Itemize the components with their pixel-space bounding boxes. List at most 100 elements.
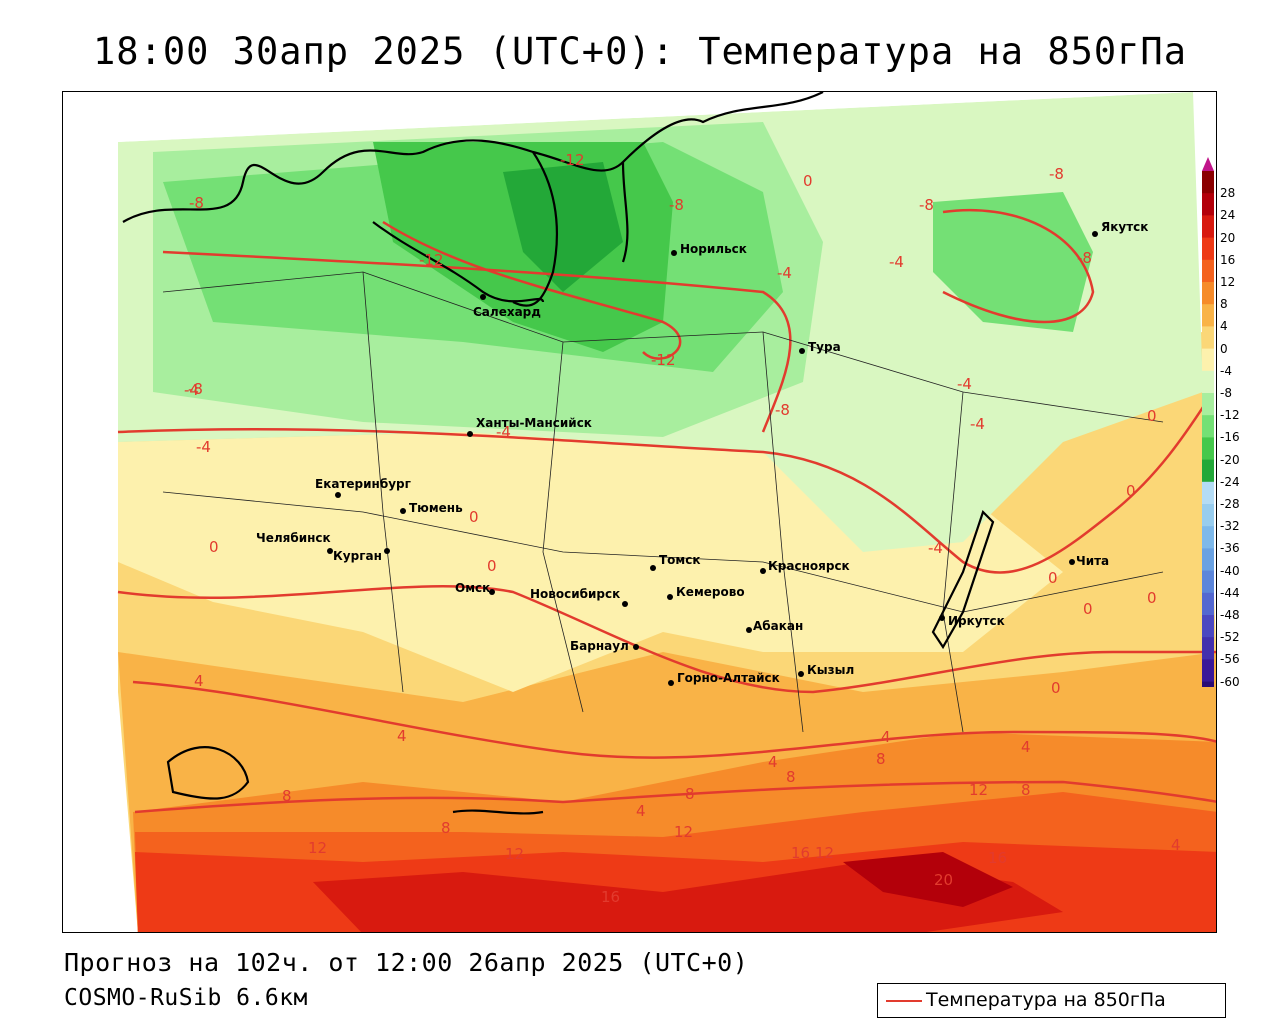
svg-text:8: 8	[685, 785, 695, 803]
scale-swatch	[1202, 526, 1214, 549]
svg-text:0: 0	[469, 508, 479, 526]
scale-tick-label: -4	[1220, 363, 1232, 378]
left-blank	[63, 142, 118, 932]
color-scale: 28 24 20 16 12 8 4 0 -4 -8 -12 -16 -20 -24 -28 -32 -36 -4…	[1200, 157, 1280, 689]
svg-text:-4: -4	[777, 264, 792, 282]
svg-text:-4: -4	[957, 375, 972, 393]
scale-swatch	[1202, 304, 1214, 327]
svg-text:8: 8	[282, 787, 292, 805]
svg-text:Барнаул: Барнаул	[570, 639, 629, 653]
svg-text:4: 4	[636, 802, 646, 820]
svg-text:Иркутск: Иркутск	[948, 614, 1005, 628]
cities: Якутск Норильск Салехард Тура Ханты-Манс…	[256, 220, 1148, 686]
scale-tick-label: 12	[1220, 275, 1236, 289]
svg-text:-4: -4	[184, 381, 199, 399]
svg-text:0: 0	[1126, 482, 1136, 500]
scale-tick-label: -36	[1220, 541, 1240, 556]
scale-swatch	[1202, 215, 1214, 239]
scale-tick-label: 28	[1220, 186, 1236, 201]
scale-swatch	[1202, 681, 1214, 687]
svg-text:Томск: Томск	[659, 553, 701, 567]
svg-text:Красноярск: Красноярск	[768, 559, 850, 573]
city-irkutsk: Иркутск	[939, 614, 1005, 628]
city-kemerovo: Кемерово	[667, 585, 745, 600]
city-salekhard: Салехард	[473, 294, 541, 319]
svg-text:0: 0	[1083, 600, 1093, 618]
svg-text:Ханты-Мансийск: Ханты-Мансийск	[476, 416, 592, 430]
scale-tick-label: -60	[1220, 674, 1240, 689]
svg-text:0: 0	[803, 172, 813, 190]
scale-swatch	[1202, 282, 1214, 305]
svg-text:Новосибирск: Новосибирск	[530, 587, 620, 601]
city-yekaterinburg: Екатеринбург	[315, 477, 411, 498]
svg-text:8: 8	[441, 819, 451, 837]
scale-tick-label: -28	[1220, 497, 1240, 511]
svg-text:-4: -4	[928, 539, 943, 557]
svg-text:0: 0	[209, 538, 219, 556]
scale-top-arrow	[1202, 157, 1214, 171]
svg-text:Кызыл: Кызыл	[807, 663, 854, 677]
svg-text:Горно-Алтайск: Горно-Алтайск	[677, 671, 780, 685]
arctic-blank	[63, 92, 1216, 142]
legend-line-swatch	[886, 1000, 922, 1002]
svg-text:4: 4	[194, 672, 204, 690]
svg-text:8: 8	[876, 750, 886, 768]
zone-minus8-4-east	[933, 192, 1093, 332]
city-tura: Тура	[799, 340, 841, 354]
city-chita: Чита	[1069, 554, 1109, 568]
svg-text:-8: -8	[1077, 249, 1092, 267]
scale-swatch	[1202, 504, 1214, 527]
scale-tick-label: 8	[1220, 297, 1228, 312]
map-title: 18:00 30апр 2025 (UTC+0): Температура на…	[93, 30, 1187, 73]
svg-text:-12: -12	[651, 351, 676, 369]
city-norilsk: Норильск	[671, 242, 747, 256]
svg-text:0: 0	[1147, 407, 1157, 425]
svg-text:-4: -4	[196, 438, 211, 456]
legend: Температура на 850гПа	[877, 983, 1226, 1018]
scale-swatch	[1202, 481, 1214, 505]
svg-text:12: 12	[969, 781, 988, 799]
svg-text:-8: -8	[919, 196, 934, 214]
svg-text:Омск: Омск	[455, 581, 490, 595]
scale-swatch	[1202, 326, 1214, 350]
scale-tick-label: 4	[1220, 319, 1228, 334]
svg-text:Челябинск: Челябинск	[256, 531, 331, 545]
svg-text:-8: -8	[188, 380, 203, 398]
model-name: COSMO-RuSib 6.6км	[64, 985, 308, 1011]
scale-swatch	[1202, 370, 1214, 394]
scale-swatch	[1202, 637, 1214, 660]
svg-text:-4: -4	[970, 415, 985, 433]
legend-label: Температура на 850гПа	[926, 989, 1166, 1011]
city-barnaul: Барнаул	[570, 639, 639, 653]
scale-tick-label: -48	[1220, 608, 1240, 622]
scale-swatch	[1202, 415, 1214, 438]
svg-text:0: 0	[487, 557, 497, 575]
svg-text:-4: -4	[496, 423, 511, 441]
svg-text:4: 4	[768, 753, 778, 771]
temperature-map[interactable]: Якутск Норильск Салехард Тура Ханты-Манс…	[62, 91, 1217, 933]
svg-text:Екатеринбург: Екатеринбург	[315, 477, 411, 491]
zone-24-28	[843, 852, 1013, 907]
scale-tick-label: -44	[1220, 585, 1240, 600]
scale-tick-label: -56	[1220, 652, 1240, 667]
svg-text:16: 16	[791, 844, 810, 862]
svg-text:16: 16	[601, 888, 620, 906]
svg-text:-12: -12	[560, 151, 585, 169]
svg-text:20: 20	[934, 871, 953, 889]
svg-text:-8: -8	[1049, 165, 1064, 183]
scale-swatch	[1202, 570, 1214, 594]
map-canvas: Якутск Норильск Салехард Тура Ханты-Манс…	[63, 92, 1216, 932]
svg-text:-4: -4	[889, 253, 904, 271]
svg-text:16: 16	[988, 849, 1007, 867]
svg-text:Тюмень: Тюмень	[409, 501, 463, 515]
scale-tick-label: -40	[1220, 563, 1240, 578]
scale-tick-label: -52	[1220, 630, 1240, 645]
svg-text:Курган: Курган	[333, 549, 382, 563]
city-omsk: Омск	[455, 581, 495, 595]
city-tomsk: Томск	[650, 553, 701, 571]
scale-tick-label: -8	[1220, 386, 1232, 400]
city-chelyabinsk: Челябинск	[256, 531, 333, 554]
scale-tick-label: -24	[1220, 474, 1240, 489]
scale-tick-label: 16	[1220, 252, 1236, 267]
scale-swatch	[1202, 592, 1214, 616]
